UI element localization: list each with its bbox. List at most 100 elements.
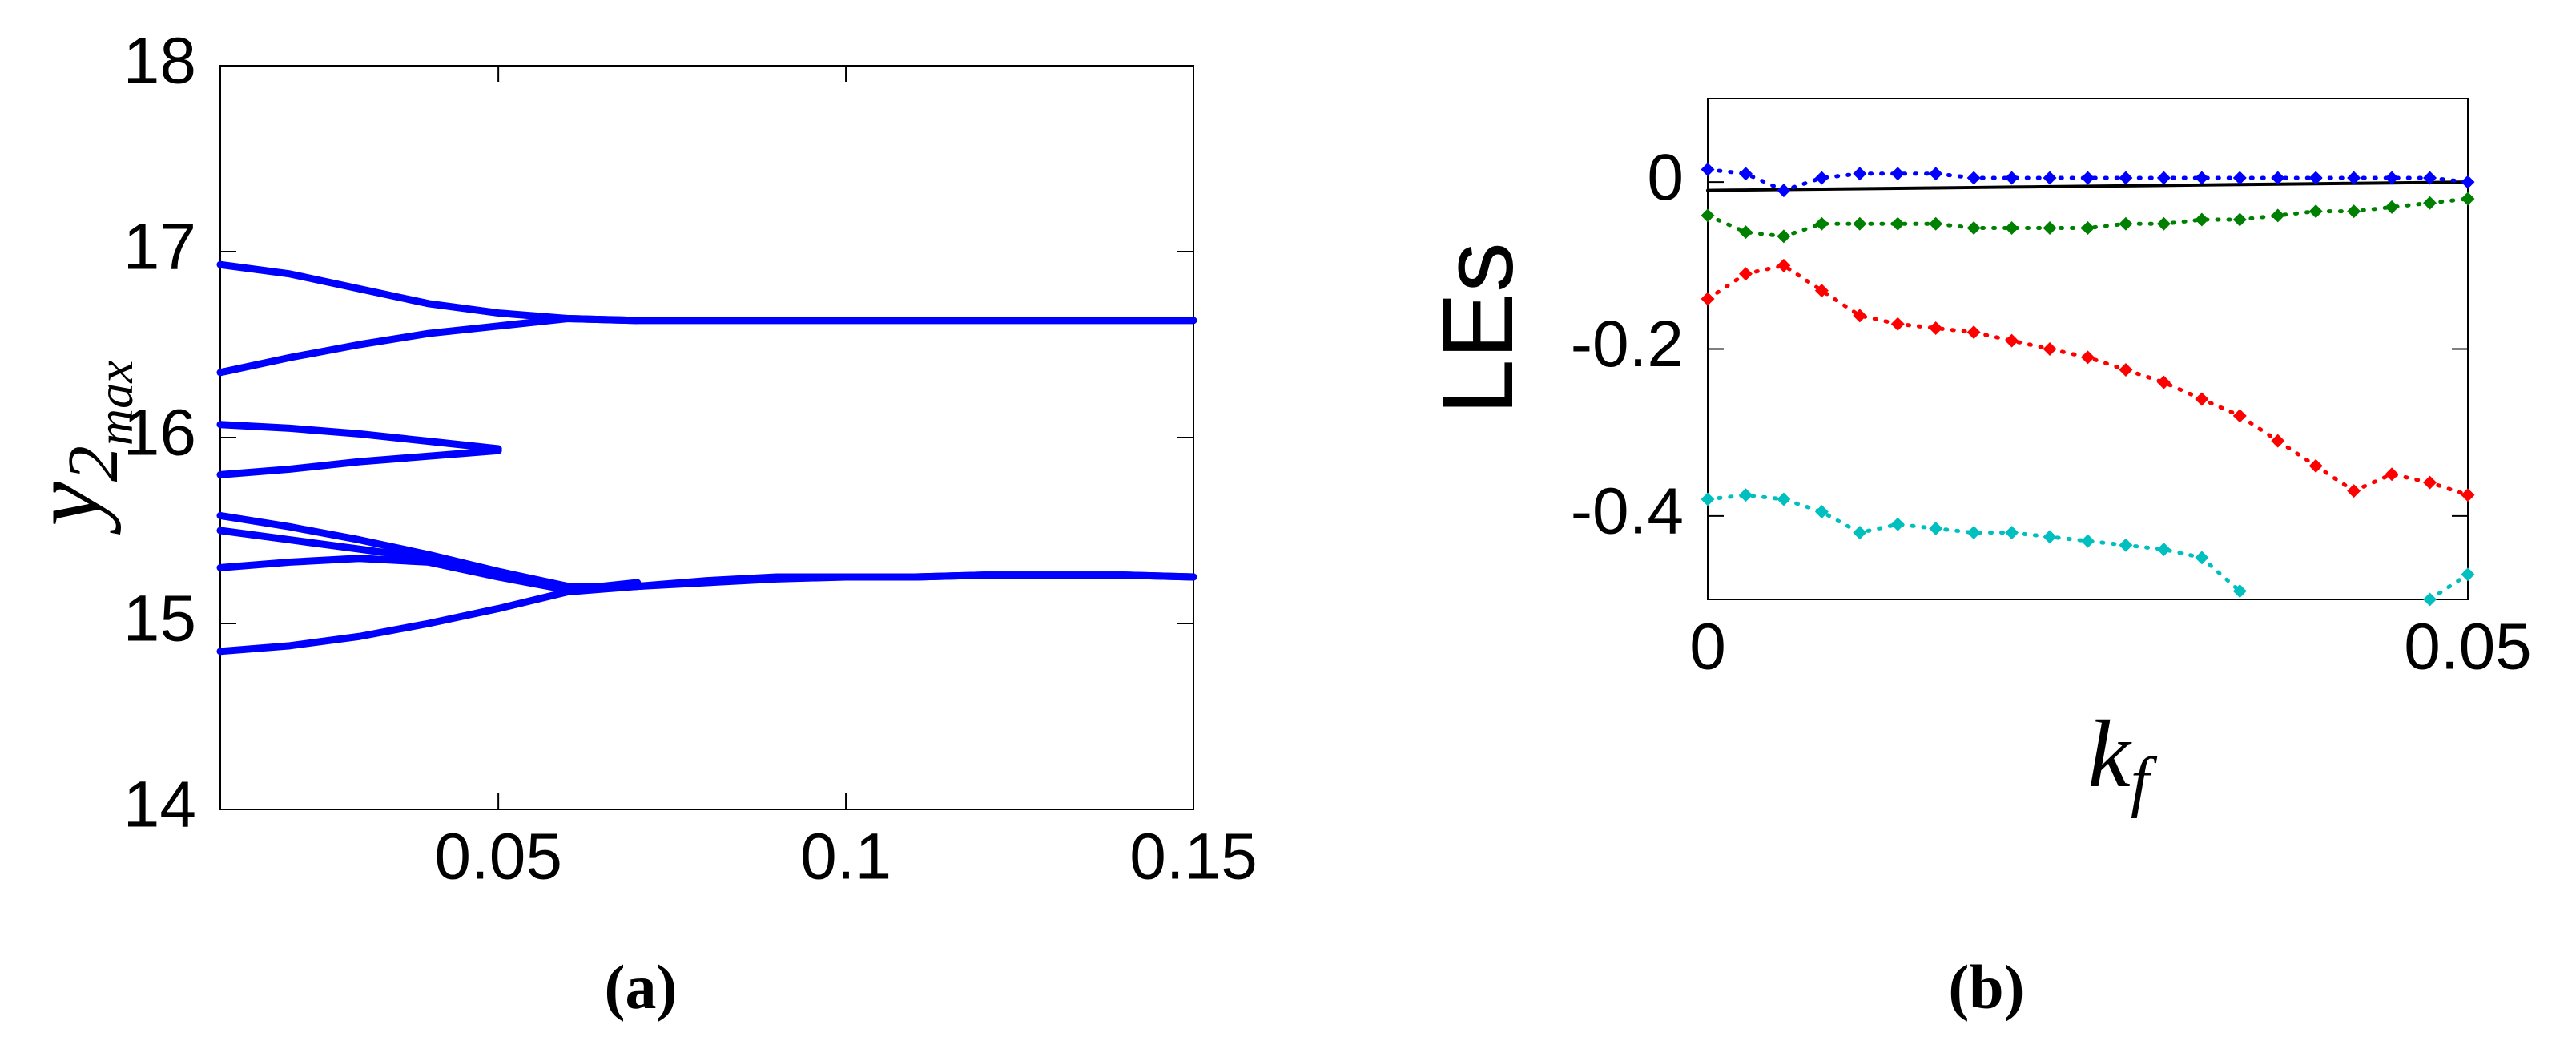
x-label-sub: f xyxy=(2131,744,2158,819)
marker xyxy=(2423,475,2437,490)
marker xyxy=(1929,321,1943,335)
series-line xyxy=(216,446,502,478)
marker xyxy=(1890,517,1905,531)
marker xyxy=(2081,534,2095,548)
marker xyxy=(2156,375,2171,389)
y-axis-label: LEs xyxy=(1423,242,1534,414)
y-label-base: y xyxy=(11,482,122,535)
x-label-base: k xyxy=(2088,700,2133,807)
marker xyxy=(1814,171,1829,185)
marker xyxy=(2195,212,2209,227)
marker xyxy=(1701,492,1715,506)
marker xyxy=(2461,567,2475,582)
y-tick-label: 0 xyxy=(1647,141,1684,214)
marker xyxy=(1738,225,1753,240)
marker xyxy=(1966,171,1981,185)
x-tick-label: 0.1 xyxy=(800,821,892,894)
marker xyxy=(1853,167,1867,181)
marker xyxy=(2423,196,2437,210)
marker xyxy=(1777,184,1791,198)
marker xyxy=(2195,171,2209,185)
x-tick-label: 0.05 xyxy=(2404,611,2532,684)
marker xyxy=(1966,220,1981,235)
marker xyxy=(1929,216,1943,231)
marker xyxy=(2156,543,2171,556)
marker xyxy=(2043,530,2057,544)
marker xyxy=(2005,526,2019,540)
marker xyxy=(2232,409,2247,423)
marker xyxy=(2461,192,2475,206)
marker xyxy=(2232,212,2247,227)
marker xyxy=(2156,216,2171,231)
marker xyxy=(2043,220,2057,235)
marker xyxy=(1814,505,1829,519)
series-line xyxy=(216,421,502,453)
y-tick-label: 15 xyxy=(123,583,196,656)
marker xyxy=(1701,163,1715,177)
marker xyxy=(2005,220,2019,235)
marker xyxy=(1814,216,1829,231)
marker xyxy=(1738,488,1753,502)
x-tick-label: 0.15 xyxy=(1129,821,1258,894)
marker xyxy=(1929,167,1943,181)
caption: (b) xyxy=(1948,952,2024,1022)
marker xyxy=(2043,342,2057,356)
marker xyxy=(2385,467,2399,482)
marker xyxy=(2043,171,2057,185)
series-line xyxy=(216,571,1197,656)
marker xyxy=(2347,204,2361,219)
marker xyxy=(2385,200,2399,214)
series-line xyxy=(1705,196,2470,239)
series-line xyxy=(1705,263,2470,498)
y-label-sub: 2 xyxy=(54,446,133,482)
marker xyxy=(1966,526,1981,540)
series-line xyxy=(216,260,1197,325)
marker xyxy=(2119,171,2133,185)
marker xyxy=(2156,171,2171,185)
series-line xyxy=(2428,572,2470,602)
marker xyxy=(2461,175,2475,189)
marker xyxy=(1890,167,1905,181)
marker xyxy=(1777,229,1791,244)
y-label-subsub: max xyxy=(87,360,143,446)
x-tick-label: 0 xyxy=(1689,611,1726,684)
marker xyxy=(2271,208,2285,223)
series-line xyxy=(216,315,642,377)
marker xyxy=(2347,484,2361,498)
marker xyxy=(2232,171,2247,185)
marker xyxy=(2081,350,2095,365)
marker xyxy=(2308,458,2323,473)
marker xyxy=(1853,526,1867,540)
marker xyxy=(1701,208,1715,223)
y-tick-label: 14 xyxy=(123,769,196,841)
series-line xyxy=(1705,167,2470,193)
marker xyxy=(1853,216,1867,231)
marker xyxy=(1929,521,1943,535)
marker xyxy=(2271,434,2285,448)
marker xyxy=(2081,220,2095,235)
marker xyxy=(2195,551,2209,565)
marker xyxy=(2195,392,2209,406)
marker xyxy=(2461,488,2475,502)
marker xyxy=(1890,216,1905,231)
marker xyxy=(2081,171,2095,185)
series-line xyxy=(1706,180,2469,192)
x-axis-label: kf xyxy=(2088,700,2158,819)
y-tick-label: 17 xyxy=(123,211,196,284)
x-tick-label: 0.05 xyxy=(434,821,562,894)
marker xyxy=(2232,584,2247,599)
marker xyxy=(2119,363,2133,377)
y-tick-label: 18 xyxy=(123,25,196,98)
series-line xyxy=(1705,493,2242,594)
marker xyxy=(1738,167,1753,181)
marker xyxy=(2308,204,2323,219)
marker xyxy=(1738,267,1753,281)
marker xyxy=(2423,592,2437,607)
y-tick-label: 16 xyxy=(123,397,196,470)
marker xyxy=(2119,216,2133,231)
marker xyxy=(2005,171,2019,185)
y-tick-label: -0.4 xyxy=(1571,474,1684,547)
marker xyxy=(2119,538,2133,552)
marker xyxy=(1890,317,1905,331)
